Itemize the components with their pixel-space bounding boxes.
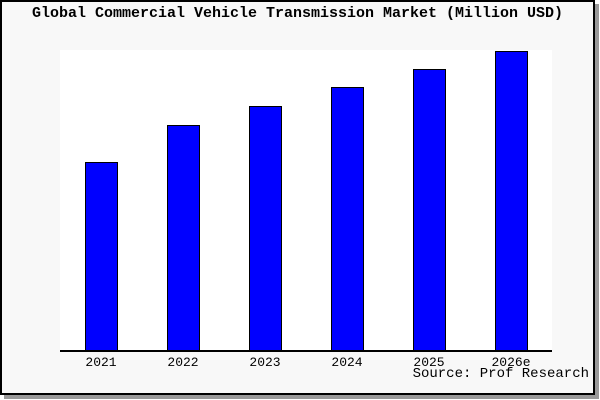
x-tick-label-2024: 2024 — [331, 355, 363, 370]
source-attribution: Source: Prof Research — [412, 366, 589, 382]
x-tick-label-2022: 2022 — [167, 355, 199, 370]
x-tick-label-2026e: 2026e — [491, 355, 531, 370]
bar-2023 — [248, 106, 282, 350]
x-tick-label-2021: 2021 — [85, 355, 117, 370]
bar-2026e — [494, 51, 528, 350]
chart-frame: Global Commercial Vehicle Transmission M… — [0, 0, 595, 395]
x-tick-label-2023: 2023 — [249, 355, 281, 370]
x-axis-labels: 2021 2022 2023 2024 2025 2026e — [60, 355, 552, 373]
bar-2025 — [412, 69, 446, 350]
chart-title: Global Commercial Vehicle Transmission M… — [31, 5, 564, 22]
bar-2022 — [166, 125, 200, 350]
plot-area — [60, 50, 552, 352]
bar-2021 — [84, 162, 118, 350]
x-tick-label-2025: 2025 — [413, 355, 445, 370]
bar-2024 — [330, 87, 364, 350]
